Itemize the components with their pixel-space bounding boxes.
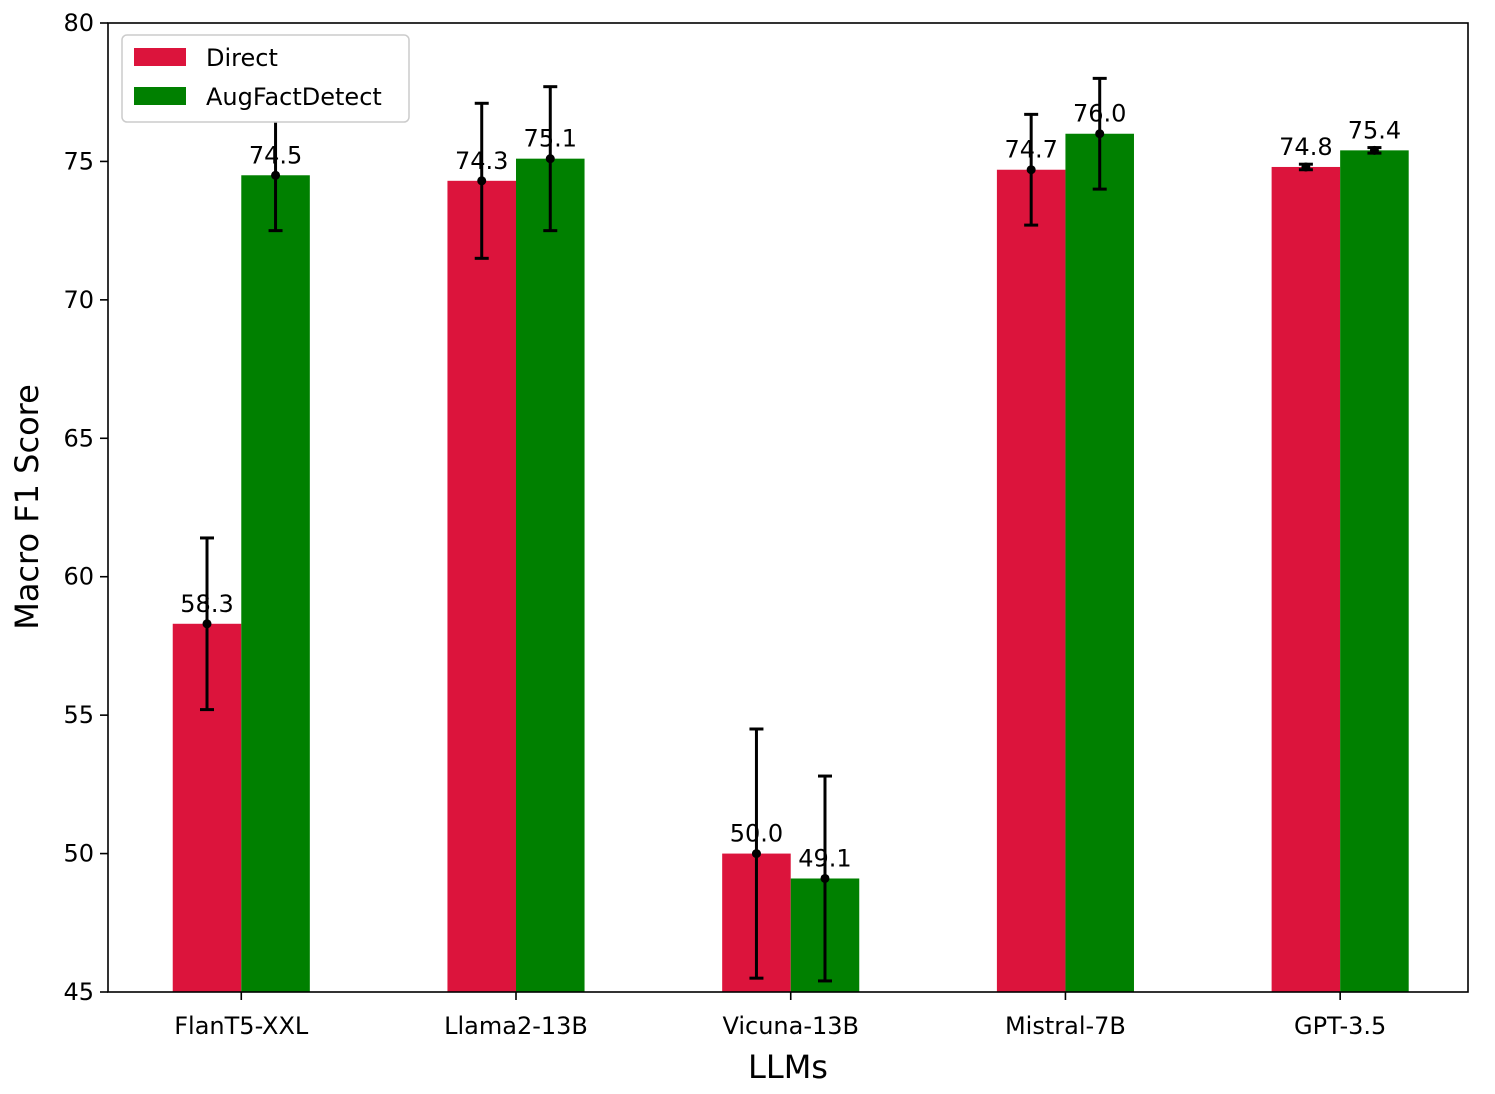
legend-swatch-direct [134, 48, 186, 66]
plot-frame [107, 22, 1469, 993]
x-tick-label: Mistral-7B [1005, 1012, 1126, 1040]
mean-marker [1369, 145, 1379, 155]
mean-marker [820, 873, 830, 883]
y-tick-label: 65 [63, 424, 94, 452]
data-label-direct: 58.3 [180, 590, 233, 618]
mean-marker [271, 170, 281, 180]
x-axis-title: LLMs [748, 1048, 828, 1086]
bar-direct [1271, 166, 1341, 993]
bars [172, 133, 1409, 993]
mean-marker [202, 619, 212, 629]
bar-augfactdetect [1340, 150, 1409, 993]
x-tick-label: FlanT5-XXL [174, 1012, 309, 1040]
y-axis-ticks: 45 50 55 60 65 70 75 80 [63, 9, 108, 1006]
mean-marker [1301, 162, 1311, 172]
mean-marker [1026, 165, 1036, 175]
y-tick-label: 50 [63, 840, 94, 868]
mean-marker [545, 154, 555, 164]
bar-direct [996, 169, 1066, 993]
data-label-augfactdetect: 76.0 [1073, 100, 1126, 128]
mean-marker [751, 849, 761, 859]
bar-augfactdetect [1065, 133, 1134, 992]
bar-direct [447, 180, 516, 992]
x-tick-label: GPT-3.5 [1294, 1012, 1386, 1040]
data-label-direct: 74.3 [455, 147, 508, 175]
y-tick-label: 60 [63, 563, 94, 591]
y-tick-label: 55 [63, 701, 94, 729]
y-tick-label: 75 [63, 147, 94, 175]
y-tick-label: 80 [63, 9, 94, 37]
data-labels: 58.3 74.3 50.0 74.7 74.8 74.5 75.1 49.1 76.0 75.4 [180, 100, 1401, 873]
legend-swatch-augfactdetect [134, 87, 186, 105]
x-tick-label: Vicuna-13B [722, 1012, 859, 1040]
data-label-augfactdetect: 49.1 [798, 844, 851, 872]
legend-label-augfactdetect: AugFactDetect [206, 83, 382, 111]
bar-augfactdetect [516, 158, 585, 992]
mean-marker [477, 176, 487, 186]
legend: Direct AugFactDetect [121, 34, 410, 123]
mean-marker [1095, 129, 1105, 139]
x-tick-label: Llama2-13B [444, 1012, 588, 1040]
data-label-augfactdetect: 74.5 [249, 141, 302, 169]
bar-augfactdetect [241, 175, 310, 992]
data-label-direct: 50.0 [730, 820, 783, 848]
y-tick-label: 70 [63, 286, 94, 314]
legend-label-direct: Direct [206, 44, 278, 72]
legend-box [121, 34, 410, 123]
y-axis-title: Macro F1 Score [8, 384, 46, 630]
error-bars [200, 76, 1382, 983]
y-tick-label: 45 [63, 978, 94, 1006]
data-label-augfactdetect: 75.4 [1348, 116, 1401, 144]
data-label-direct: 74.8 [1279, 133, 1332, 161]
data-label-direct: 74.7 [1004, 136, 1057, 164]
data-label-augfactdetect: 75.1 [524, 125, 577, 153]
x-axis-ticks: FlanT5-XXL Llama2-13B Vicuna-13B Mistral-7B… [174, 992, 1386, 1040]
